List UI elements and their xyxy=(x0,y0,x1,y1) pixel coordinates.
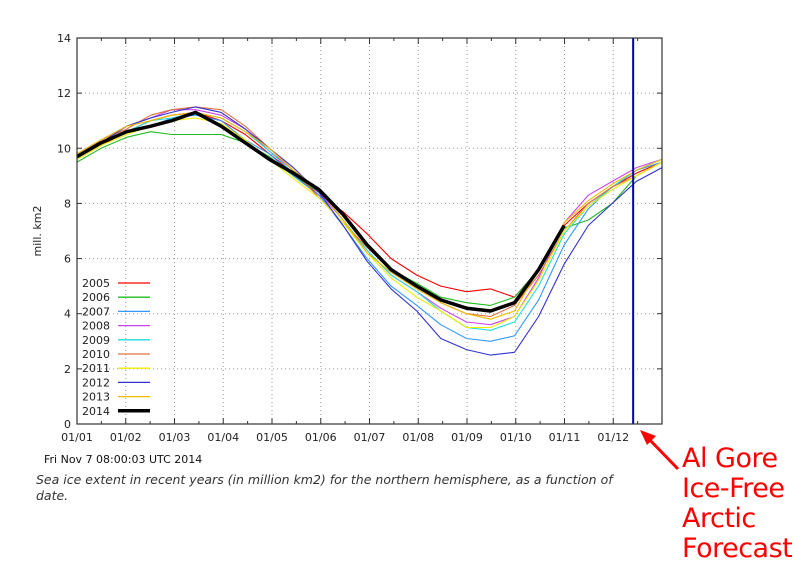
x-tick-label: 01/02 xyxy=(110,431,142,444)
series-line-2008 xyxy=(76,109,663,326)
series-line-2009 xyxy=(76,111,663,331)
legend-label-2006: 2006 xyxy=(82,291,110,304)
x-tick-label: 01/11 xyxy=(549,431,581,444)
chart-caption: Sea ice extent in recent years (in milli… xyxy=(36,472,613,503)
x-tick-label: 01/08 xyxy=(402,431,434,444)
x-tick-label: 01/03 xyxy=(159,431,191,444)
annotation-line: Arctic xyxy=(682,503,756,534)
y-tick-label: 12 xyxy=(57,87,71,100)
series-line-2012 xyxy=(76,106,663,356)
x-tick-label: 01/09 xyxy=(451,431,483,444)
legend-label-2009: 2009 xyxy=(82,334,110,347)
x-tick-label: 01/05 xyxy=(256,431,288,444)
legend-label-2011: 2011 xyxy=(82,362,110,375)
y-tick-label: 2 xyxy=(64,363,71,376)
y-tick-label: 10 xyxy=(57,142,71,155)
y-tick-label: 14 xyxy=(57,32,71,45)
series-line-2013 xyxy=(76,111,663,320)
annotation-arrow xyxy=(644,434,680,471)
legend-label-2005: 2005 xyxy=(82,277,110,290)
annotation-line: Ice-Free xyxy=(682,473,785,504)
x-tick-label: 01/01 xyxy=(61,431,93,444)
annotation-line: Forecast xyxy=(682,533,793,564)
series-line-2007 xyxy=(76,114,663,342)
x-tick-label: 01/07 xyxy=(354,431,386,444)
y-tick-label: 4 xyxy=(64,308,71,321)
plot-frame xyxy=(76,37,663,425)
y-tick-label: 6 xyxy=(64,253,71,266)
x-tick-label: 01/04 xyxy=(207,431,239,444)
series-line-2005 xyxy=(76,111,663,298)
timestamp: Fri Nov 7 08:00:03 UTC 2014 xyxy=(44,453,203,466)
legend-label-2010: 2010 xyxy=(82,348,110,361)
x-tick-label: 01/12 xyxy=(597,431,629,444)
legend-label-2007: 2007 xyxy=(82,305,110,318)
y-tick-label: 8 xyxy=(64,197,71,210)
annotation-line: Al Gore xyxy=(682,443,778,474)
legend-label-2014: 2014 xyxy=(82,405,110,418)
y-axis-label: mill. km2 xyxy=(31,206,44,257)
annotation-arrowhead xyxy=(640,430,656,445)
series-line-2014 xyxy=(76,110,566,313)
y-tick-label: 0 xyxy=(64,418,71,431)
legend-label-2013: 2013 xyxy=(82,391,110,404)
x-tick-label: 01/10 xyxy=(500,431,532,444)
legend-label-2012: 2012 xyxy=(82,376,110,389)
annotation-text: Al Gore Ice-Free Arctic Forecast xyxy=(682,443,793,564)
legend-label-2008: 2008 xyxy=(82,320,110,333)
x-tick-label: 01/06 xyxy=(305,431,337,444)
